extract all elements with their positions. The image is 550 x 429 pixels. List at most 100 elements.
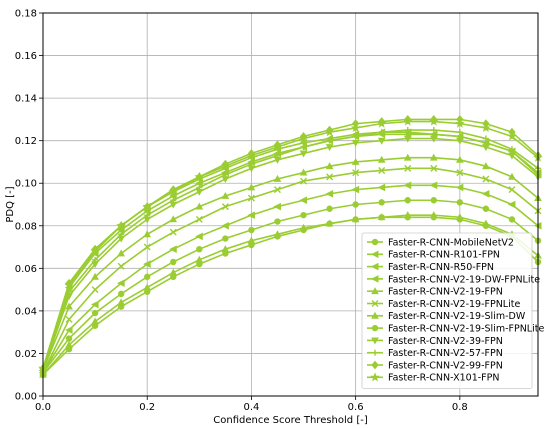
y-tick-label: 0.18 — [15, 9, 37, 20]
series-lines — [38, 115, 543, 378]
data-point — [170, 197, 177, 204]
data-point — [195, 255, 204, 263]
series-line — [42, 133, 539, 371]
legend-label: Faster-R-CNN-V2-39-FPN — [388, 336, 503, 347]
legend-label: Faster-R-CNN-V2-57-FPN — [388, 348, 503, 359]
y-tick-label: 0.12 — [15, 136, 37, 147]
data-point — [91, 309, 99, 317]
data-point — [429, 211, 438, 219]
data-point — [90, 300, 99, 309]
data-point — [403, 211, 412, 219]
data-point — [430, 127, 437, 134]
legend-marker — [371, 324, 379, 332]
data-point — [247, 183, 256, 191]
data-point — [508, 216, 516, 223]
y-tick-label: 0.08 — [15, 221, 37, 232]
legend-marker — [372, 349, 378, 356]
data-point — [117, 298, 126, 306]
data-point — [429, 116, 439, 126]
axis-ticks: 0.0 0.2 0.4 0.6 0.8 0.00 0.02 0.04 0.06 0.08 0.10 0… — [15, 9, 468, 414]
series-line — [42, 184, 539, 374]
data-point — [352, 201, 359, 208]
data-point — [326, 205, 333, 212]
data-point — [196, 184, 203, 191]
data-point — [91, 286, 99, 294]
data-point — [299, 150, 308, 158]
data-point — [220, 161, 231, 171]
x-tick-label: 0.6 — [348, 402, 364, 413]
data-point — [508, 146, 515, 153]
data-point — [378, 199, 385, 206]
data-point — [194, 171, 205, 181]
series-8 — [39, 135, 542, 375]
series-line — [42, 137, 539, 371]
data-point — [481, 190, 490, 198]
data-point — [273, 202, 281, 211]
y-tick-label: 0.16 — [15, 51, 37, 62]
legend-label: Faster-R-CNN-V2-19-Slim-FPNLite — [388, 324, 544, 335]
data-point — [90, 246, 100, 256]
legend-label: Faster-R-CNN-R101-FPN — [388, 250, 500, 261]
legend-item: Faster-R-CNN-V2-19-Slim-DW — [367, 311, 526, 322]
data-point — [169, 245, 177, 253]
y-tick-label: 0.06 — [15, 264, 37, 275]
data-point — [169, 268, 178, 276]
data-point — [325, 219, 334, 227]
data-point — [403, 181, 412, 190]
x-axis-label: Confidence Score Threshold [-] — [213, 415, 368, 426]
data-point — [246, 150, 257, 160]
legend-marker — [370, 262, 379, 271]
data-point — [352, 169, 360, 177]
data-point — [377, 213, 386, 221]
data-point — [482, 175, 490, 183]
data-point — [118, 231, 125, 238]
data-point — [64, 326, 73, 334]
legend-item: Faster-R-CNN-V2-99-FPN — [367, 360, 503, 371]
legend-box — [361, 232, 533, 390]
data-point — [143, 283, 152, 291]
data-point — [378, 166, 386, 174]
data-point — [404, 197, 411, 204]
data-point — [247, 194, 255, 202]
plot-frame — [42, 12, 539, 397]
legend-item: Faster-R-CNN-V2-57-FPN — [367, 348, 503, 359]
legend-marker — [370, 275, 379, 283]
data-point — [455, 118, 465, 128]
legend-item: Faster-R-CNN-R101-FPN — [367, 250, 500, 261]
data-point — [508, 172, 516, 180]
data-point — [300, 177, 308, 185]
data-point — [143, 260, 151, 268]
legend-item: Faster-R-CNN-MobileNetV2 — [367, 237, 514, 248]
data-point — [456, 169, 464, 177]
legend-item: Faster-R-CNN-V2-19-DW-FPNLite — [367, 274, 540, 285]
data-point — [274, 218, 281, 225]
data-point — [64, 280, 74, 290]
x-tick-label: 0.2 — [139, 402, 155, 413]
legend-label: Faster-R-CNN-V2-19-FPN — [388, 287, 503, 298]
data-point — [248, 226, 255, 234]
data-point — [143, 243, 151, 251]
y-tick-label: 0.14 — [15, 94, 37, 105]
data-point — [117, 262, 125, 270]
data-point — [482, 219, 490, 227]
legend-marker — [371, 287, 379, 295]
data-point — [116, 220, 126, 230]
data-point — [299, 168, 308, 176]
series-9 — [40, 127, 541, 374]
data-point — [222, 171, 229, 178]
data-point — [430, 197, 437, 204]
data-point — [170, 258, 177, 266]
series-3 — [38, 181, 542, 377]
data-point — [377, 155, 386, 163]
data-point — [324, 127, 335, 137]
legend-item: Faster-R-CNN-X101-FPN — [367, 372, 499, 384]
x-tick-label: 0.8 — [452, 402, 468, 413]
data-point — [65, 315, 73, 323]
legend: Faster-R-CNN-MobileNetV2 Faster-R-CNN-R10… — [361, 232, 544, 390]
legend-label: Faster-R-CNN-X101-FPN — [388, 373, 499, 384]
data-point — [168, 186, 179, 196]
data-point — [455, 213, 464, 221]
data-point — [429, 135, 438, 143]
data-point — [169, 215, 178, 223]
